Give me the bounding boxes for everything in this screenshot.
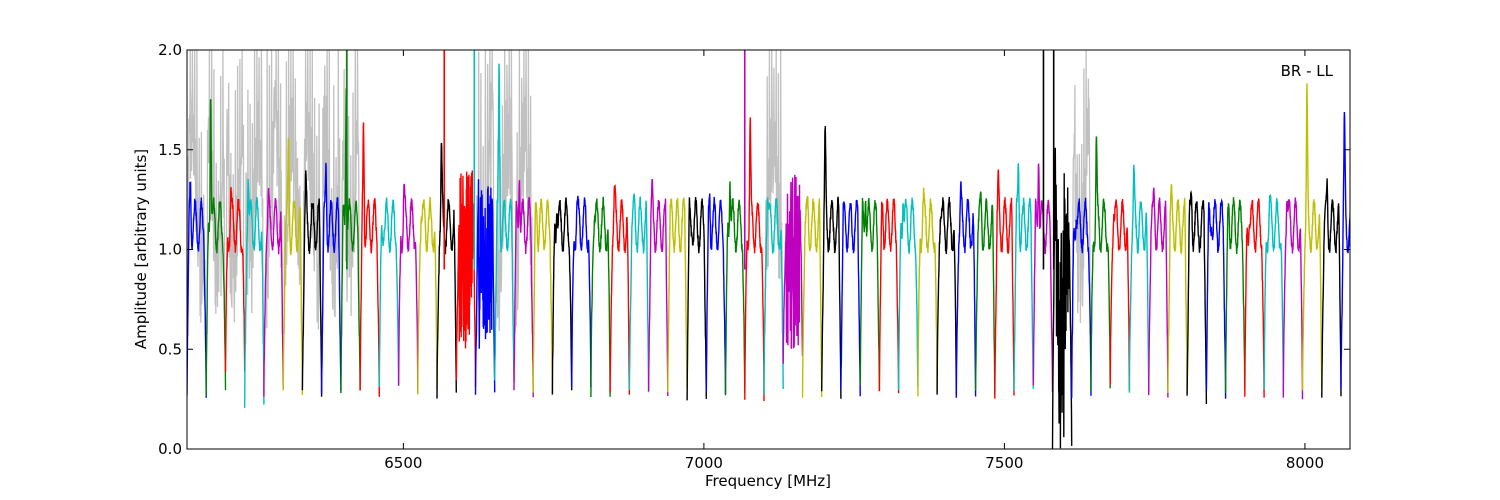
flagged-trace (283, 50, 303, 334)
series-line (782, 174, 804, 364)
series-layer (187, 50, 1350, 449)
flagged-trace (302, 50, 322, 336)
x-tick-label: 7000 (685, 454, 723, 472)
series-line (724, 181, 746, 396)
series-line (840, 199, 861, 397)
series-line (821, 125, 842, 399)
y-tick-label: 0.0 (158, 440, 182, 458)
series-line (359, 122, 380, 397)
series-line (917, 187, 938, 397)
x-tick-label: 6500 (384, 454, 422, 472)
series-line (1224, 197, 1246, 393)
series-line (494, 63, 515, 383)
series-line (955, 181, 977, 398)
series-line (590, 196, 611, 398)
y-tick-label: 2.0 (158, 41, 182, 59)
series-line (1186, 190, 1208, 405)
flagged-trace (244, 50, 264, 344)
series-line (551, 197, 573, 395)
flagged-trace (321, 50, 341, 334)
series-line (1109, 198, 1131, 391)
series-line (1301, 83, 1323, 391)
series-line (1263, 193, 1285, 393)
series-line (647, 178, 669, 397)
series-line (1070, 197, 1092, 399)
series-line (878, 198, 900, 394)
y-tick-label: 0.5 (158, 340, 182, 358)
series-line (744, 117, 765, 402)
y-axis: 0.0 0.5 1.0 1.5 2.0 (158, 41, 1350, 458)
series-line (301, 170, 323, 397)
series-line (340, 88, 361, 394)
x-axis: 6500 7000 7500 8000 (384, 50, 1324, 472)
series-line (513, 180, 534, 398)
series-line (1340, 111, 1350, 388)
series-line (282, 138, 304, 396)
series-line (1051, 147, 1073, 449)
series-line (320, 162, 342, 394)
series-line (1013, 163, 1034, 391)
series-line (263, 188, 284, 397)
series-line (397, 183, 419, 394)
series-line (686, 197, 707, 401)
series-line (1128, 164, 1150, 393)
series-line (205, 99, 227, 396)
series-line (455, 170, 477, 387)
series-line (532, 198, 554, 396)
series-line (705, 193, 727, 395)
flagged-trace (764, 50, 784, 334)
series-line (187, 181, 207, 398)
series-line (994, 169, 1015, 399)
series-line (1321, 178, 1342, 398)
x-axis-label: Frequency [MHz] (705, 472, 831, 490)
chart-annotation: BR - LL (1281, 62, 1334, 80)
series-line (859, 197, 881, 391)
x-tick-label: 8000 (1286, 454, 1324, 472)
flagged-trace (514, 50, 534, 334)
series-line (801, 195, 823, 398)
x-tick-label: 7500 (985, 454, 1023, 472)
series-line (897, 197, 919, 391)
series-line (1244, 197, 1265, 398)
series-line (1147, 187, 1169, 398)
series-line (936, 196, 957, 395)
series-line (628, 193, 650, 393)
series-line (763, 197, 784, 395)
y-tick-label: 1.0 (158, 241, 182, 259)
series-line (378, 197, 400, 387)
series-line (1167, 184, 1188, 394)
series-line (974, 191, 996, 396)
series-line (224, 186, 246, 372)
series-line (1205, 198, 1227, 399)
flagged-trace (1071, 50, 1091, 334)
series-line (667, 197, 688, 393)
series-line (1090, 136, 1111, 393)
series-line (244, 178, 265, 408)
flagged-trace (225, 50, 245, 323)
series-line (436, 142, 457, 399)
series-line (417, 196, 438, 395)
y-axis-label: Amplitude [arbitrary units] (132, 149, 150, 349)
flagged-trace (206, 50, 226, 334)
series-line (1282, 197, 1304, 400)
series-line (571, 195, 592, 389)
series-line (609, 184, 631, 395)
y-tick-label: 1.5 (158, 141, 182, 159)
series-line (474, 179, 496, 395)
